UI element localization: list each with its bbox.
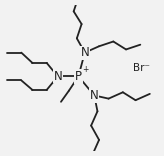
Text: +: + — [82, 65, 88, 74]
Text: Br⁻: Br⁻ — [133, 63, 150, 73]
Text: N: N — [80, 46, 89, 59]
Text: N: N — [90, 89, 99, 102]
Text: P: P — [75, 70, 82, 83]
Text: N: N — [53, 70, 62, 83]
